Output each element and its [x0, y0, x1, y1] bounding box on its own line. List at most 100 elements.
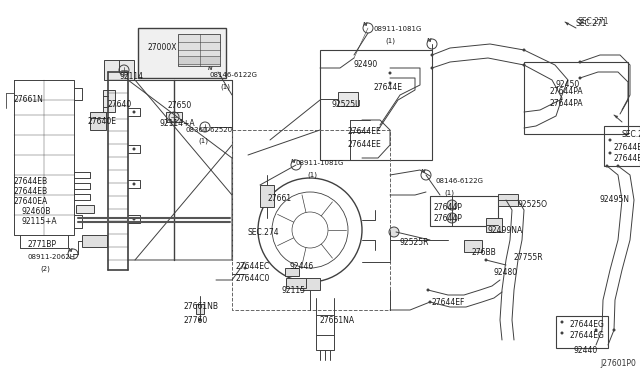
- Circle shape: [595, 328, 598, 331]
- Polygon shape: [614, 115, 618, 119]
- Text: (1): (1): [444, 189, 454, 196]
- Text: N: N: [421, 169, 426, 174]
- Text: SEC.271: SEC.271: [622, 130, 640, 139]
- Text: 27661NA: 27661NA: [320, 316, 355, 325]
- Text: SEC.271: SEC.271: [575, 19, 607, 28]
- Bar: [285, 268, 299, 276]
- Bar: [178, 56, 220, 64]
- Circle shape: [612, 328, 616, 331]
- Text: 276BB: 276BB: [472, 248, 497, 257]
- Circle shape: [132, 183, 136, 186]
- Bar: [90, 112, 106, 130]
- Text: N: N: [291, 159, 296, 164]
- Bar: [604, 126, 640, 166]
- Bar: [486, 218, 502, 232]
- Text: 27661N: 27661N: [14, 95, 44, 104]
- Circle shape: [561, 321, 563, 324]
- Text: 92525R: 92525R: [400, 238, 429, 247]
- Circle shape: [243, 266, 246, 269]
- Text: 27640EA: 27640EA: [14, 197, 48, 206]
- Circle shape: [609, 151, 611, 154]
- Circle shape: [609, 138, 611, 141]
- Text: (1): (1): [220, 83, 230, 90]
- Text: (1): (1): [307, 171, 317, 177]
- Circle shape: [616, 164, 620, 167]
- Text: 27644E: 27644E: [374, 83, 403, 92]
- Text: 92525O: 92525O: [517, 200, 547, 209]
- Text: 27644P: 27644P: [434, 214, 463, 223]
- Circle shape: [561, 331, 563, 334]
- Text: J27601P0: J27601P0: [600, 359, 636, 368]
- Bar: [320, 50, 432, 160]
- Text: 08911-1081G: 08911-1081G: [374, 26, 422, 32]
- Text: 08911-1081G: 08911-1081G: [295, 160, 344, 166]
- Text: 27644EG: 27644EG: [570, 331, 605, 340]
- Text: 92114+A: 92114+A: [160, 119, 196, 128]
- Text: 27644EB: 27644EB: [14, 187, 48, 196]
- Text: 08146-6122G: 08146-6122G: [436, 178, 484, 184]
- Bar: [430, 196, 498, 226]
- Text: (2): (2): [40, 265, 50, 272]
- Circle shape: [579, 77, 582, 80]
- Text: N: N: [363, 22, 367, 27]
- Text: 27644EG: 27644EG: [614, 143, 640, 152]
- Circle shape: [484, 259, 488, 262]
- Bar: [286, 278, 306, 288]
- Circle shape: [447, 213, 457, 223]
- Circle shape: [388, 81, 392, 84]
- Bar: [524, 62, 628, 134]
- Circle shape: [388, 71, 392, 74]
- Text: 27644P: 27644P: [434, 203, 463, 212]
- Circle shape: [389, 227, 399, 237]
- Bar: [178, 34, 220, 66]
- Text: 92115: 92115: [282, 286, 306, 295]
- Text: 27650: 27650: [168, 101, 192, 110]
- Text: 92114: 92114: [120, 72, 144, 81]
- Text: 27644C0: 27644C0: [236, 274, 270, 283]
- Text: 27644EB: 27644EB: [14, 177, 48, 186]
- Text: 92495N: 92495N: [600, 195, 630, 204]
- Bar: [82, 235, 107, 247]
- Circle shape: [132, 218, 136, 221]
- Circle shape: [447, 200, 457, 210]
- Bar: [300, 278, 320, 290]
- Circle shape: [431, 54, 433, 57]
- Bar: [338, 92, 358, 106]
- Circle shape: [426, 289, 429, 292]
- Bar: [166, 112, 182, 122]
- Text: 27644EE: 27644EE: [348, 127, 381, 136]
- Text: 27644EE: 27644EE: [348, 140, 381, 149]
- Bar: [104, 60, 134, 80]
- Text: N: N: [208, 66, 212, 71]
- Text: (1): (1): [198, 138, 208, 144]
- Text: 92446: 92446: [290, 262, 314, 271]
- Text: 92499NA: 92499NA: [487, 226, 522, 235]
- Bar: [464, 240, 482, 252]
- Text: 27661NB: 27661NB: [184, 302, 219, 311]
- Text: 27661: 27661: [268, 194, 292, 203]
- Circle shape: [429, 301, 431, 304]
- Text: 92115+A: 92115+A: [22, 217, 58, 226]
- Text: 27644PA: 27644PA: [550, 87, 584, 96]
- Text: 92525U: 92525U: [332, 100, 362, 109]
- Text: 27755R: 27755R: [513, 253, 543, 262]
- Text: N: N: [68, 248, 72, 253]
- Text: 27640: 27640: [108, 100, 132, 109]
- Bar: [556, 316, 608, 348]
- Text: 92450: 92450: [556, 80, 580, 89]
- Text: 92480: 92480: [493, 268, 517, 277]
- Text: (1): (1): [385, 37, 395, 44]
- Text: 27644PA: 27644PA: [550, 99, 584, 108]
- Circle shape: [522, 64, 525, 67]
- Circle shape: [605, 164, 609, 167]
- Circle shape: [132, 148, 136, 151]
- Text: 27000X: 27000X: [148, 43, 177, 52]
- Bar: [498, 194, 518, 206]
- Text: 08911-2062H: 08911-2062H: [28, 254, 76, 260]
- Circle shape: [198, 318, 202, 321]
- Text: 27644EC: 27644EC: [236, 262, 270, 271]
- Bar: [76, 205, 94, 213]
- Polygon shape: [565, 22, 569, 26]
- Text: 27644EF: 27644EF: [432, 298, 465, 307]
- Text: 92460B: 92460B: [22, 207, 51, 216]
